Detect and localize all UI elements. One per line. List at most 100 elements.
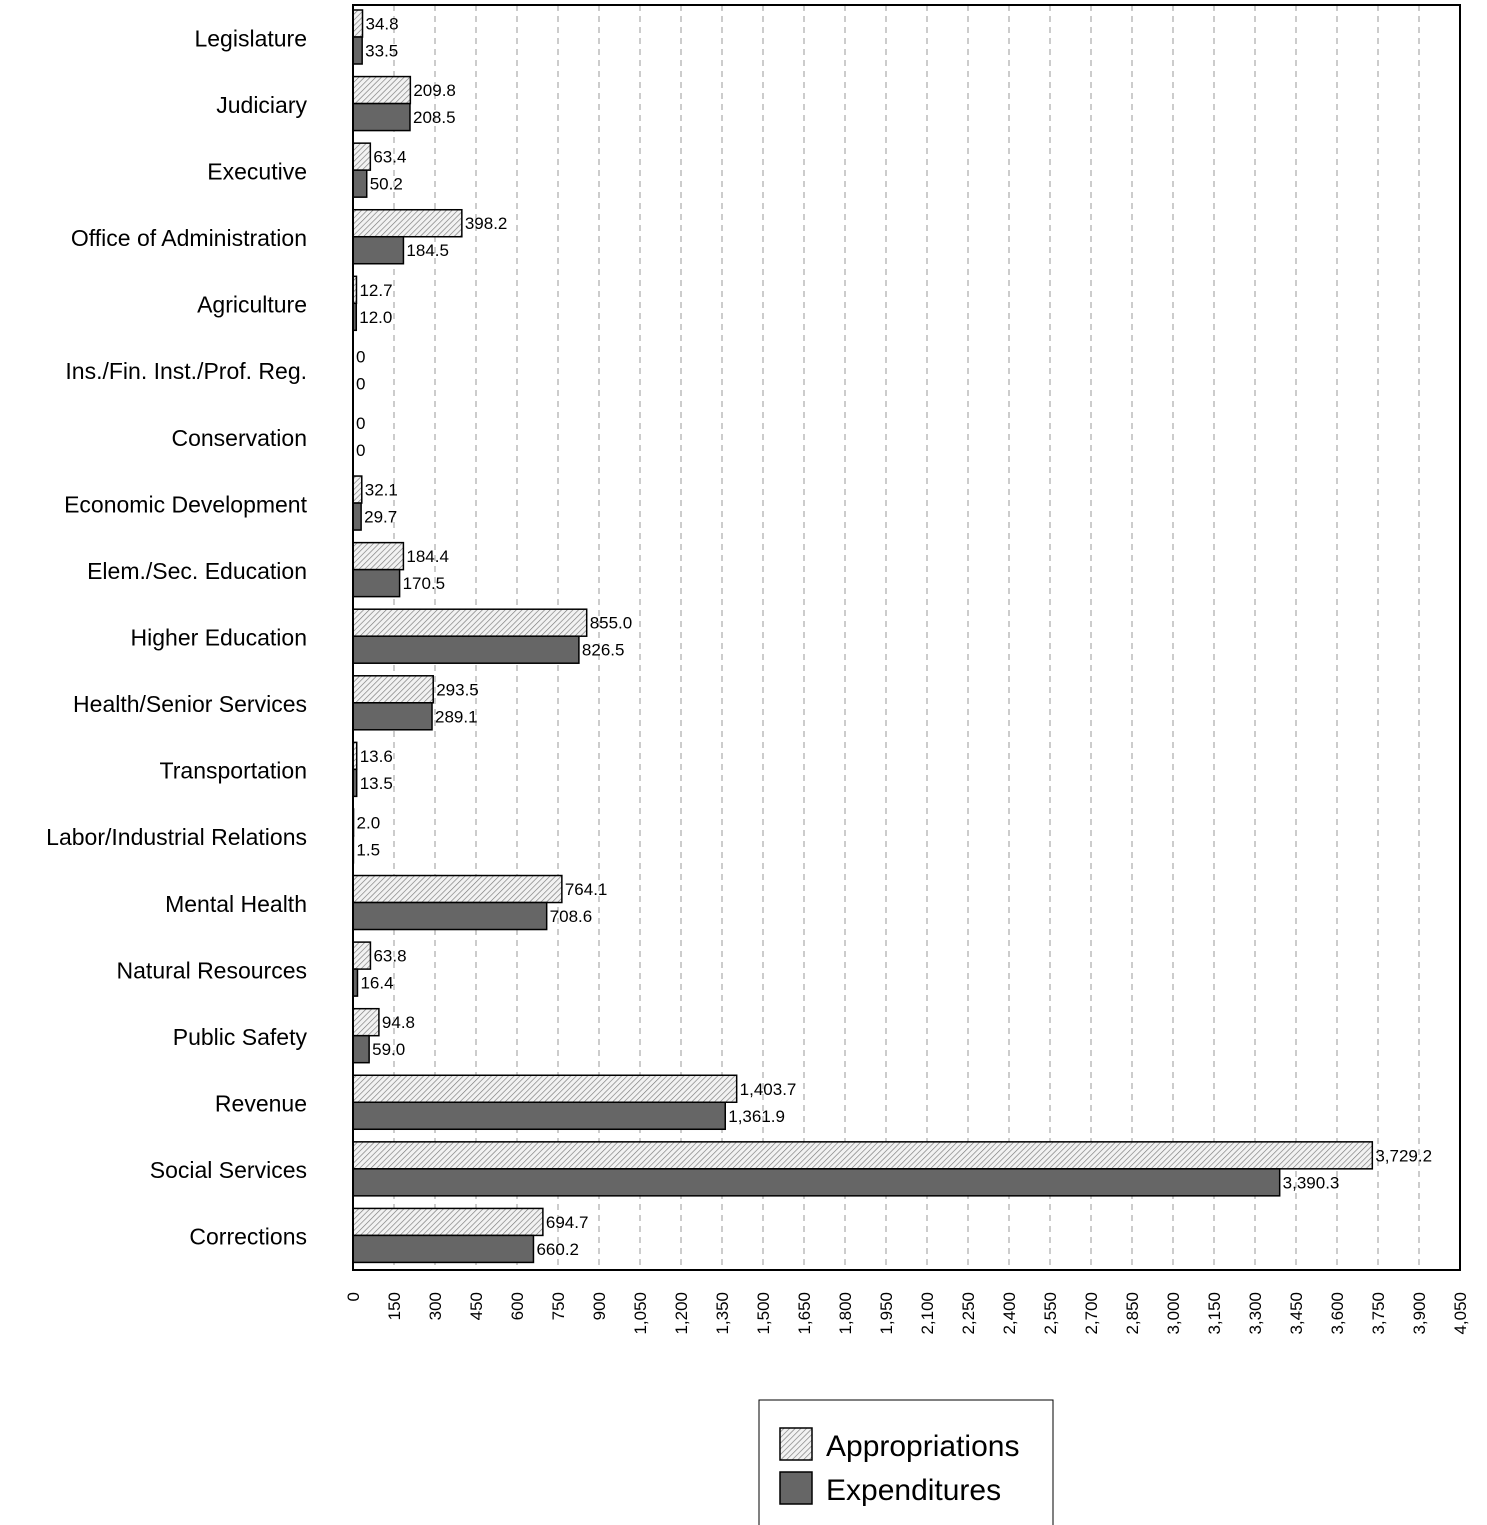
category-label: Agriculture — [197, 292, 307, 318]
x-tick-label: 2,400 — [1000, 1292, 1019, 1335]
x-tick-label: 1,350 — [713, 1292, 732, 1335]
expenditures-value-label: 33.5 — [365, 42, 398, 61]
appropriations-value-label: 0 — [356, 347, 365, 366]
appropriations-bar — [352, 1207, 544, 1237]
x-tick-label: 1,650 — [795, 1292, 814, 1335]
expenditures-value-label: 16.4 — [360, 974, 393, 993]
expenditures-value-label: 29.7 — [364, 508, 397, 527]
appropriations-value-label: 63.8 — [373, 947, 406, 966]
appropriations-bar — [352, 608, 588, 637]
expenditures-bar — [352, 702, 433, 731]
x-tick-label: 1,200 — [672, 1292, 691, 1335]
category-label: Office of Administration — [71, 225, 307, 251]
category-label: Labor/Industrial Relations — [46, 824, 307, 850]
x-tick-label: 0 — [344, 1292, 363, 1301]
x-tick-label: 3,000 — [1164, 1292, 1183, 1335]
gridlines — [393, 5, 1420, 1270]
x-tick-label: 3,300 — [1246, 1292, 1265, 1335]
expenditures-bar — [352, 901, 548, 931]
appropriations-bar — [352, 208, 463, 238]
category-label: Natural Resources — [117, 957, 307, 983]
x-tick-label: 1,500 — [754, 1292, 773, 1335]
appropriations-value-label: 3,729.2 — [1375, 1146, 1432, 1165]
appropriations-value-label: 94.8 — [382, 1013, 415, 1032]
legend: Appropriations Expenditures — [758, 1399, 1054, 1525]
x-tick-label: 4,050 — [1451, 1292, 1470, 1335]
legend-label-appropriations: Appropriations — [826, 1430, 1019, 1463]
expenditures-value-label: 170.5 — [403, 574, 446, 593]
category-label: Health/Senior Services — [73, 691, 307, 717]
appropriations-bar — [352, 9, 364, 38]
legend-label-expenditures: Expenditures — [826, 1474, 1001, 1507]
x-tick-label: 3,150 — [1205, 1292, 1224, 1335]
expenditures-bar — [352, 235, 405, 265]
appropriations-bar — [352, 541, 405, 571]
expenditures-value-label: 208.5 — [413, 108, 456, 127]
appropriations-bar — [352, 675, 434, 704]
appropriations-bar — [352, 1074, 738, 1104]
plot-frame — [352, 4, 1461, 1271]
expenditures-value-label: 3,390.3 — [1283, 1173, 1340, 1192]
appropriations-value-label: 34.8 — [366, 15, 399, 34]
category-label: Economic Development — [64, 491, 308, 517]
x-tick-label: 750 — [549, 1292, 568, 1320]
expenditures-value-label: 826.5 — [582, 641, 625, 660]
appropriations-value-label: 398.2 — [465, 214, 508, 233]
expenditures-value-label: 1.5 — [356, 840, 380, 859]
expenditures-bar — [352, 502, 362, 531]
x-tick-label: 2,850 — [1123, 1292, 1142, 1335]
category-label: Social Services — [150, 1157, 307, 1183]
category-label: Revenue — [215, 1091, 307, 1117]
expenditures-value-label: 660.2 — [536, 1240, 579, 1259]
x-tick-label: 1,950 — [877, 1292, 896, 1335]
value-labels: 34.8 33.5 209.8 208.5 63.4 50.2 398.2 184.5 12.7… — [356, 15, 1432, 1259]
x-tick-label: 300 — [426, 1292, 445, 1320]
category-label: Elem./Sec. Education — [87, 558, 307, 584]
expenditures-value-label: 708.6 — [550, 907, 593, 926]
category-label: Executive — [207, 158, 307, 184]
expenditures-value-label: 1,361.9 — [728, 1107, 785, 1126]
expenditures-bar — [352, 169, 368, 198]
appropriations-value-label: 12.7 — [359, 281, 392, 300]
category-label: Transportation — [160, 758, 307, 784]
category-label: Public Safety — [173, 1024, 308, 1050]
appropriations-value-label: 63.4 — [373, 148, 406, 167]
x-tick-label: 2,700 — [1082, 1292, 1101, 1335]
appropriations-value-label: 13.6 — [360, 747, 393, 766]
appropriations-bar — [352, 1141, 1374, 1170]
expenditures-value-label: 0 — [356, 441, 365, 460]
appropriations-bar — [352, 142, 372, 171]
category-label: Higher Education — [131, 625, 307, 651]
appropriations-value-label: 0 — [356, 414, 365, 433]
legend-swatch-appropriations — [779, 1427, 813, 1461]
category-label: Judiciary — [216, 92, 307, 118]
x-tick-label: 2,250 — [959, 1292, 978, 1335]
x-tick-label: 3,750 — [1369, 1292, 1388, 1335]
x-tick-label: 3,900 — [1410, 1292, 1429, 1335]
x-tick-label: 3,600 — [1328, 1292, 1347, 1335]
category-label: Corrections — [189, 1224, 307, 1250]
appropriations-bar — [352, 1007, 380, 1037]
category-labels: Legislature Judiciary Executive Office of A… — [46, 25, 307, 1249]
legend-swatch-expenditures — [779, 1471, 813, 1505]
category-label: Mental Health — [165, 891, 307, 917]
appropriations-value-label: 293.5 — [436, 680, 479, 699]
expenditures-value-label: 289.1 — [435, 707, 478, 726]
appropriations-bar — [352, 874, 563, 904]
appropriations-value-label: 2.0 — [357, 813, 381, 832]
expenditures-bar — [352, 568, 401, 598]
x-tick-label: 1,050 — [631, 1292, 650, 1335]
appropriations-value-label: 764.1 — [565, 880, 608, 899]
expenditures-bar — [352, 102, 411, 132]
expenditures-bar — [352, 635, 580, 664]
expenditures-bar — [352, 36, 363, 65]
category-label: Conservation — [171, 425, 307, 451]
x-tick-label: 3,450 — [1287, 1292, 1306, 1335]
x-tick-label: 2,550 — [1041, 1292, 1060, 1335]
category-label: Ins./Fin. Inst./Prof. Reg. — [65, 358, 307, 384]
x-axis-tick-labels: 0 150 300 450 600 750 900 1,050 1,200 1,350 1,500 1… — [344, 1292, 1470, 1335]
expenditures-value-label: 50.2 — [370, 175, 403, 194]
x-tick-label: 2,100 — [918, 1292, 937, 1335]
appropriations-value-label: 32.1 — [365, 481, 398, 500]
